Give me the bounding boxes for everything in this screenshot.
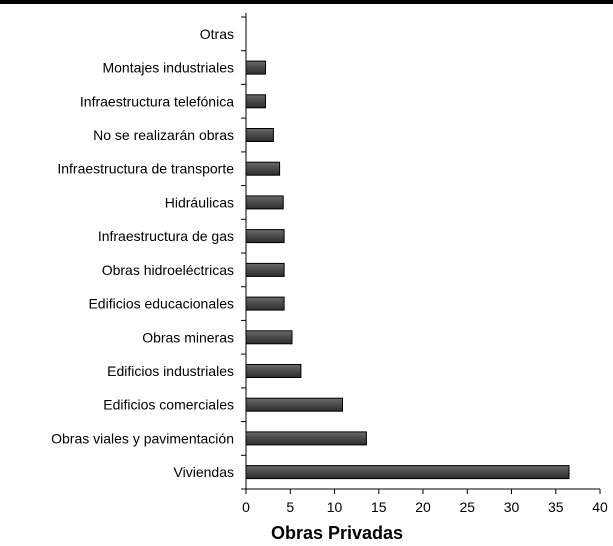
x-tick-label: 40 — [592, 499, 608, 515]
category-labels: Otras Montajes industriales Infraestructur… — [51, 26, 234, 480]
bars-layer — [245, 60, 570, 480]
category-label: Hidráulicas — [165, 194, 234, 210]
bar-7 — [245, 229, 285, 244]
category-label: Infraestructura de gas — [98, 228, 234, 244]
bar-2 — [245, 60, 266, 75]
bar-3 — [245, 94, 266, 109]
category-label: Otras — [200, 26, 234, 42]
x-tick-label: 20 — [415, 499, 431, 515]
axes: 0 5 10 15 20 25 30 35 40 — [241, 13, 608, 515]
bar-14 — [245, 465, 570, 480]
category-label: Edificios educacionales — [88, 296, 234, 312]
x-tick-label: 30 — [504, 499, 520, 515]
x-axis-title: Obras Privadas — [271, 523, 403, 543]
category-label: Obras mineras — [142, 329, 234, 345]
top-rule — [0, 0, 613, 4]
bar-5 — [245, 161, 281, 176]
bar-11 — [245, 364, 302, 378]
bar-10 — [245, 330, 293, 345]
bar-9 — [245, 296, 285, 311]
x-tick-label: 0 — [242, 499, 250, 515]
x-tick-label: 15 — [371, 499, 387, 515]
category-label: Obras viales y pavimentación — [51, 430, 234, 446]
bar-13 — [245, 431, 367, 446]
category-label: Infraestructura telefónica — [80, 93, 234, 109]
x-tick-label: 5 — [286, 499, 294, 515]
x-tick-label: 25 — [460, 499, 476, 515]
bar-12 — [245, 397, 343, 412]
bar-8 — [245, 262, 285, 277]
category-label: Obras hidroeléctricas — [102, 262, 234, 278]
category-label: Infraestructura de transporte — [57, 161, 234, 177]
category-label: Viviendas — [174, 464, 234, 480]
category-label: Edificios comerciales — [103, 397, 234, 413]
bar-6 — [245, 195, 284, 210]
bar-4 — [245, 128, 274, 142]
x-tick-label: 35 — [548, 499, 564, 515]
x-tick-label: 10 — [327, 499, 343, 515]
category-label: Montajes industriales — [102, 60, 234, 76]
category-label: Edificios industriales — [107, 363, 234, 379]
category-label: No se realizarán obras — [93, 127, 234, 143]
